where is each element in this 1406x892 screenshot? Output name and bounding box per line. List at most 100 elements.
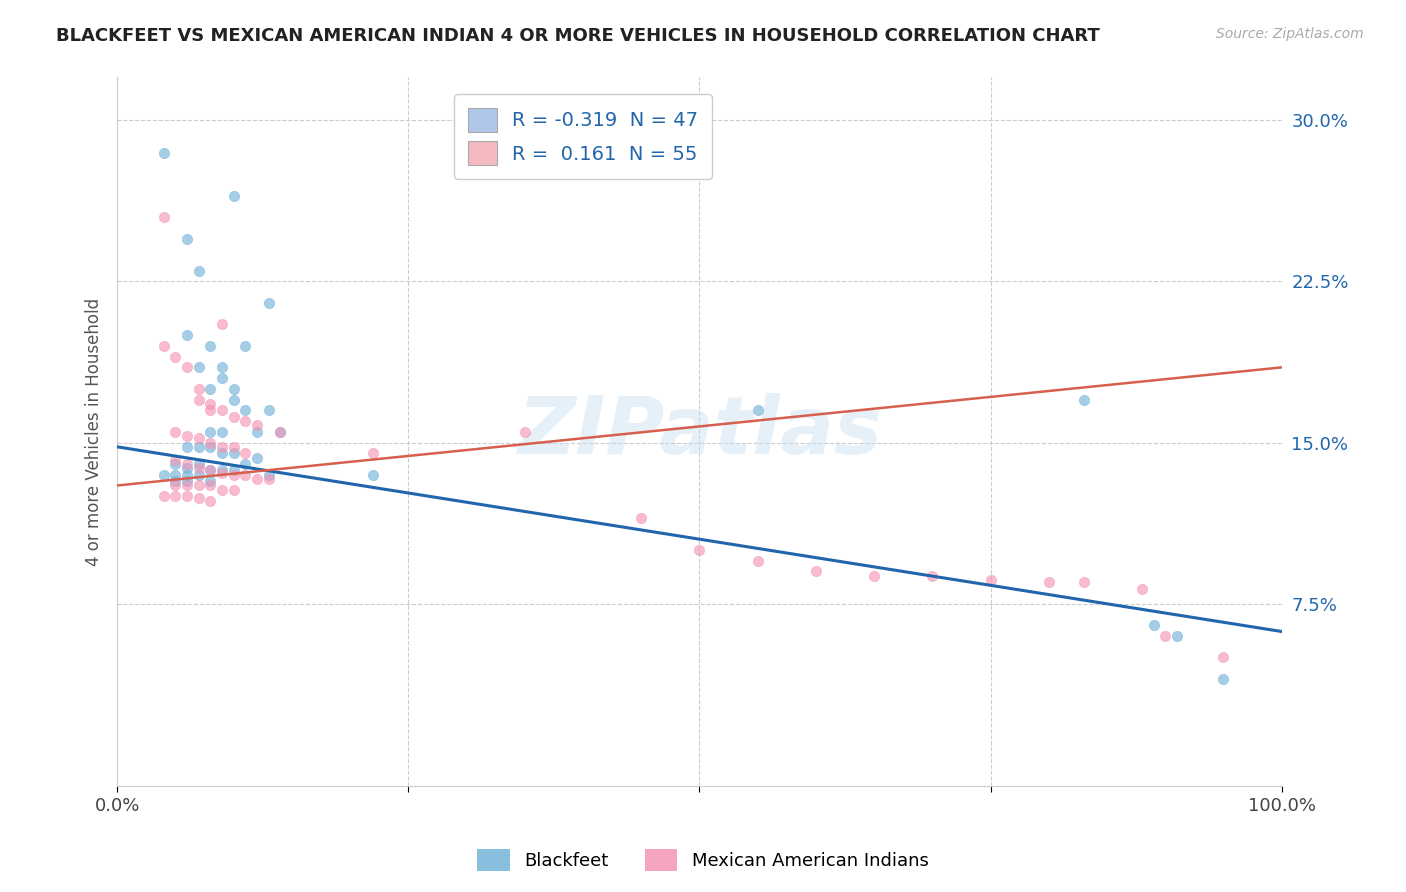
Point: [176, 429, 198, 443]
Point: [176, 457, 198, 471]
Point: [222, 392, 245, 407]
Point: [211, 403, 233, 417]
Point: [187, 360, 209, 375]
Point: [222, 483, 245, 497]
Point: [152, 339, 174, 353]
Point: [176, 467, 198, 482]
Point: [187, 264, 209, 278]
Point: [187, 431, 209, 445]
Point: [211, 360, 233, 375]
Point: [233, 414, 256, 428]
Point: [222, 446, 245, 460]
Point: [233, 446, 256, 460]
Point: [176, 440, 198, 454]
Point: [165, 350, 187, 364]
Point: [176, 360, 198, 375]
Point: [211, 466, 233, 480]
Point: [233, 339, 256, 353]
Point: [165, 478, 187, 492]
Point: [747, 403, 769, 417]
Point: [165, 489, 187, 503]
Point: [200, 463, 222, 477]
Point: [187, 467, 209, 482]
Point: [200, 463, 222, 477]
Point: [1130, 582, 1153, 596]
Point: [630, 510, 652, 524]
Point: [222, 382, 245, 396]
Point: [200, 440, 222, 454]
Point: [152, 467, 174, 482]
Point: [165, 467, 187, 482]
Point: [747, 554, 769, 568]
Point: [257, 472, 280, 486]
Point: [165, 452, 187, 467]
Point: [1212, 650, 1234, 665]
Point: [1038, 575, 1060, 590]
Point: [200, 403, 222, 417]
Point: [211, 440, 233, 454]
Point: [187, 440, 209, 454]
Point: [1073, 575, 1095, 590]
Point: [222, 467, 245, 482]
Point: [269, 425, 291, 439]
Point: [211, 371, 233, 385]
Point: [176, 328, 198, 343]
Point: [176, 474, 198, 488]
Point: [246, 425, 269, 439]
Point: [222, 463, 245, 477]
Y-axis label: 4 or more Vehicles in Household: 4 or more Vehicles in Household: [86, 298, 103, 566]
Point: [152, 210, 174, 224]
Point: [187, 457, 209, 471]
Point: [200, 339, 222, 353]
Point: [246, 418, 269, 433]
Point: [200, 382, 222, 396]
Point: [211, 483, 233, 497]
Point: [222, 440, 245, 454]
Point: [187, 478, 209, 492]
Point: [187, 461, 209, 475]
Point: [863, 568, 886, 582]
Point: [200, 397, 222, 411]
Point: [200, 435, 222, 450]
Point: [233, 467, 256, 482]
Point: [233, 457, 256, 471]
Point: [1154, 629, 1177, 643]
Point: [246, 450, 269, 465]
Point: [1143, 618, 1166, 632]
Text: ZIPatlas: ZIPatlas: [517, 392, 882, 471]
Point: [688, 542, 710, 557]
Point: [211, 425, 233, 439]
Legend: Blackfeet, Mexican American Indians: Blackfeet, Mexican American Indians: [470, 842, 936, 879]
Point: [200, 478, 222, 492]
Point: [1212, 672, 1234, 686]
Point: [222, 188, 245, 202]
Point: [176, 489, 198, 503]
Point: [187, 491, 209, 506]
Point: [257, 467, 280, 482]
Point: [246, 472, 269, 486]
Point: [200, 425, 222, 439]
Point: [165, 425, 187, 439]
Point: [257, 403, 280, 417]
Legend: R = -0.319  N = 47, R =  0.161  N = 55: R = -0.319 N = 47, R = 0.161 N = 55: [454, 95, 711, 178]
Point: [363, 446, 385, 460]
Point: [980, 573, 1002, 587]
Point: [152, 489, 174, 503]
Point: [187, 382, 209, 396]
Point: [804, 565, 827, 579]
Point: [363, 467, 385, 482]
Point: [211, 446, 233, 460]
Point: [211, 318, 233, 332]
Point: [165, 457, 187, 471]
Point: [187, 392, 209, 407]
Point: [152, 145, 174, 160]
Point: [176, 231, 198, 245]
Point: [921, 568, 943, 582]
Text: BLACKFEET VS MEXICAN AMERICAN INDIAN 4 OR MORE VEHICLES IN HOUSEHOLD CORRELATION: BLACKFEET VS MEXICAN AMERICAN INDIAN 4 O…: [56, 27, 1099, 45]
Point: [176, 461, 198, 475]
Point: [222, 409, 245, 424]
Point: [176, 478, 198, 492]
Point: [1073, 392, 1095, 407]
Point: [1166, 629, 1188, 643]
Point: [269, 425, 291, 439]
